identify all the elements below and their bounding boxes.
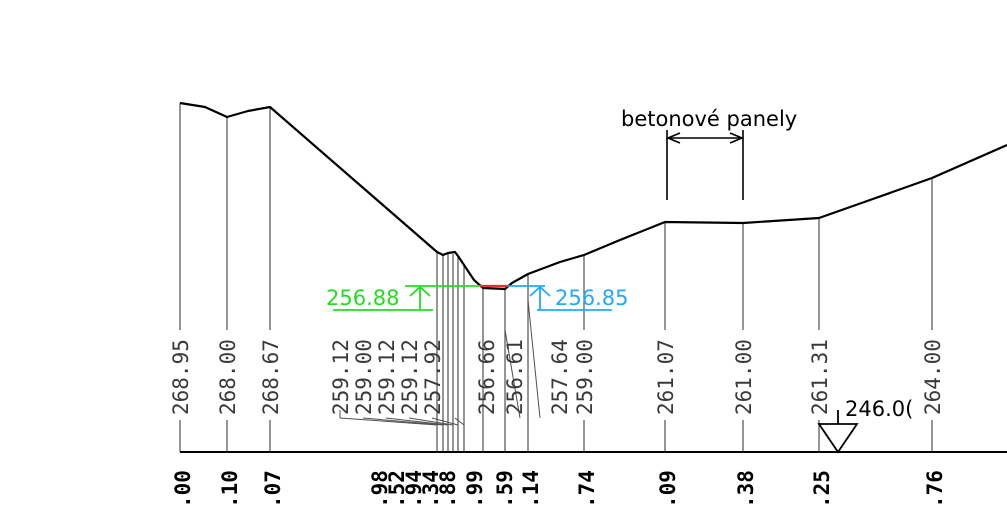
panels-label: betonové panely xyxy=(621,107,797,131)
elevation-label: 259.12 xyxy=(329,339,353,415)
water-level-right xyxy=(508,285,612,311)
distance-label: .25 xyxy=(810,470,834,505)
elevation-labels: 268.95 268.00 268.67 259.12 259.00 259.1… xyxy=(169,339,945,415)
distance-label: .09 xyxy=(656,470,680,505)
distance-label: .10 xyxy=(218,470,242,505)
distance-label: .98 xyxy=(368,470,392,505)
distance-label: .14 xyxy=(519,470,543,505)
leader-lines xyxy=(339,299,541,426)
terrain-profile xyxy=(179,101,1007,291)
elevation-label: 264.00 xyxy=(921,339,945,415)
elevation-label: 259.12 xyxy=(375,339,399,415)
elevation-label: 259.00 xyxy=(573,339,597,415)
elevation-label: 268.95 xyxy=(169,339,193,415)
distance-label: .74 xyxy=(575,470,599,505)
distance-labels: .00 .10 .07 .98 .52 .94 .34 .88 .99 .59 … xyxy=(171,470,947,505)
elevation-label: 261.31 xyxy=(808,339,832,415)
distance-label: .00 xyxy=(171,470,195,505)
distance-label: .34 xyxy=(419,470,443,505)
distance-label: .52 xyxy=(385,470,409,505)
distance-label: .38 xyxy=(734,470,758,505)
distance-label: .94 xyxy=(402,470,426,505)
station-lines xyxy=(179,103,933,452)
datum-marker xyxy=(817,410,859,454)
elevation-label: 268.00 xyxy=(216,339,240,415)
elevation-label: 256.66 xyxy=(475,339,499,415)
distance-label: .99 xyxy=(463,470,487,505)
elevation-label: 259.12 xyxy=(398,339,422,415)
elevation-label: 261.00 xyxy=(732,339,756,415)
distance-label: .59 xyxy=(493,470,517,505)
water-level-right-label: 256.85 xyxy=(555,286,628,310)
panels-dimension xyxy=(665,130,745,200)
datum-label: 246.0( xyxy=(845,397,913,421)
distance-label: .07 xyxy=(261,470,285,505)
distance-label: .88 xyxy=(436,470,460,505)
water-level-left xyxy=(333,285,480,311)
elevation-label: 256.61 xyxy=(503,339,527,415)
elevation-label: 257.92 xyxy=(421,339,445,415)
elevation-label: 268.67 xyxy=(259,339,283,415)
elevation-label: 261.07 xyxy=(654,339,678,415)
elevation-label: 257.64 xyxy=(548,339,572,415)
elevation-label: 259.00 xyxy=(352,339,376,415)
distance-label: .76 xyxy=(923,470,947,505)
water-level-left-label: 256.88 xyxy=(326,286,399,310)
